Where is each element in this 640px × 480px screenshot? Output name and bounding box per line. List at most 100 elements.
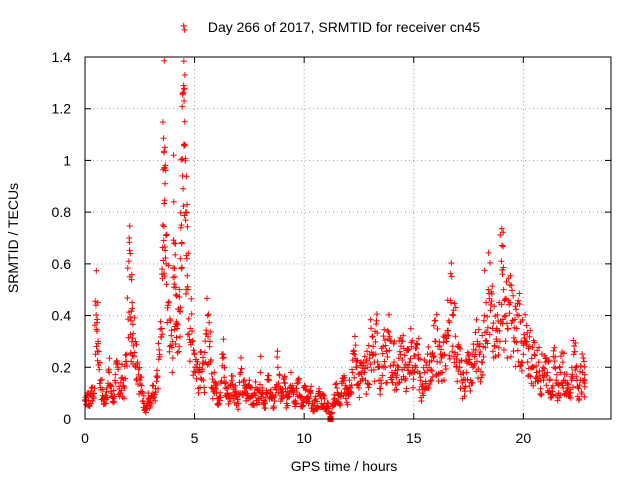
data-point <box>235 406 242 413</box>
data-point <box>199 354 206 361</box>
data-point <box>382 342 389 349</box>
data-point <box>463 369 470 376</box>
data-point <box>262 398 269 405</box>
data-point <box>489 283 496 290</box>
data-point <box>514 347 521 354</box>
data-point <box>578 391 585 398</box>
data-point <box>152 397 159 404</box>
data-point <box>176 294 183 301</box>
data-point <box>390 361 397 368</box>
data-point <box>555 381 562 388</box>
data-point <box>172 284 179 291</box>
data-point <box>428 357 435 364</box>
data-point <box>221 364 228 371</box>
data-point <box>529 344 536 351</box>
data-point <box>227 398 234 405</box>
data-point <box>551 344 558 351</box>
data-point <box>183 209 190 216</box>
data-point <box>177 255 184 262</box>
data-point <box>504 354 511 361</box>
data-point <box>124 295 131 302</box>
data-point <box>373 311 380 318</box>
data-point <box>470 341 477 348</box>
data-point <box>166 298 173 305</box>
data-point <box>407 325 414 332</box>
data-point <box>178 239 185 246</box>
data-point <box>425 343 432 350</box>
data-point <box>415 355 422 362</box>
data-point <box>125 334 132 341</box>
data-point <box>411 352 418 359</box>
data-point <box>576 368 583 375</box>
data-point <box>461 384 468 391</box>
data-point <box>400 332 407 339</box>
data-point <box>523 338 530 345</box>
data-point <box>110 387 117 394</box>
data-point <box>448 273 455 280</box>
data-point <box>431 353 438 360</box>
data-point <box>267 386 274 393</box>
data-point <box>162 247 169 254</box>
data-point <box>178 265 185 272</box>
data-point <box>391 359 398 366</box>
data-point <box>523 322 530 329</box>
data-point <box>127 313 134 320</box>
data-point <box>293 400 300 407</box>
data-point <box>161 148 168 155</box>
data-point <box>567 389 574 396</box>
data-point <box>140 392 147 399</box>
data-point <box>302 386 309 393</box>
data-point <box>433 311 440 318</box>
data-point <box>416 386 423 393</box>
data-point <box>169 369 176 376</box>
data-point <box>448 299 455 306</box>
data-point <box>386 347 393 354</box>
data-point <box>446 319 453 326</box>
data-point <box>362 377 369 384</box>
data-point <box>185 315 192 322</box>
data-point <box>500 229 507 236</box>
data-point <box>181 97 188 104</box>
data-point <box>384 327 391 334</box>
data-point <box>437 359 444 366</box>
data-point <box>455 367 462 374</box>
data-point <box>409 337 416 344</box>
data-point <box>483 329 490 336</box>
data-point <box>461 388 468 395</box>
data-point <box>186 358 193 365</box>
data-point <box>369 352 376 359</box>
data-point <box>172 240 179 247</box>
data-point <box>513 325 520 332</box>
data-point <box>199 366 206 373</box>
data-point <box>173 293 180 300</box>
data-point <box>367 361 374 368</box>
data-point <box>551 364 558 371</box>
data-point <box>177 224 184 231</box>
data-point <box>426 381 433 388</box>
data-point <box>256 381 263 388</box>
data-point <box>491 343 498 350</box>
data-point <box>156 353 163 360</box>
data-point <box>373 317 380 324</box>
data-point <box>434 325 441 332</box>
data-point <box>111 398 118 405</box>
data-point <box>346 377 353 384</box>
data-point <box>572 364 579 371</box>
data-point <box>393 374 400 381</box>
data-point <box>377 385 384 392</box>
data-point <box>575 385 582 392</box>
data-point <box>530 382 537 389</box>
data-point <box>174 325 181 332</box>
x-tick-label: 20 <box>516 430 532 446</box>
data-point <box>402 375 409 382</box>
data-point <box>257 369 264 376</box>
data-point <box>221 374 228 381</box>
data-point <box>211 369 218 376</box>
data-point <box>441 351 448 358</box>
data-point <box>275 383 282 390</box>
data-point <box>300 399 307 406</box>
data-point <box>170 237 177 244</box>
data-point <box>490 320 497 327</box>
data-point <box>425 384 432 391</box>
data-point <box>172 251 179 258</box>
